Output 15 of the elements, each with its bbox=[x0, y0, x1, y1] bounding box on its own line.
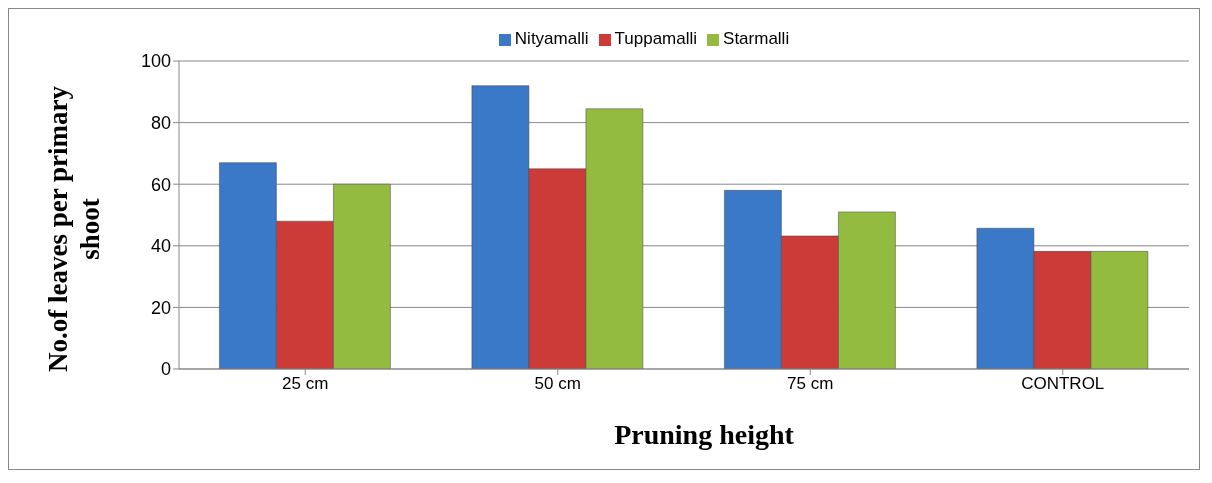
x-tick-label: 25 cm bbox=[282, 374, 329, 394]
y-axis-title: No.of leaves per primary shoot bbox=[42, 85, 106, 374]
x-tick-label: 75 cm bbox=[787, 374, 834, 394]
y-tick-label: 40 bbox=[150, 236, 171, 257]
y-tick-label: 20 bbox=[150, 297, 171, 318]
legend-label: Tuppamalli bbox=[614, 29, 698, 48]
x-tick-label: CONTROL bbox=[1021, 374, 1105, 394]
legend-label: Starmalli bbox=[723, 29, 790, 48]
y-tick-label: 0 bbox=[160, 359, 171, 380]
x-axis-title: Pruning height bbox=[613, 419, 795, 451]
y-tick-label: 100 bbox=[140, 51, 171, 72]
x-tick-label: 50 cm bbox=[534, 374, 581, 394]
legend-label: Nityamalli bbox=[514, 29, 589, 48]
y-tick-label: 60 bbox=[150, 174, 171, 195]
y-tick-label: 80 bbox=[150, 112, 171, 133]
